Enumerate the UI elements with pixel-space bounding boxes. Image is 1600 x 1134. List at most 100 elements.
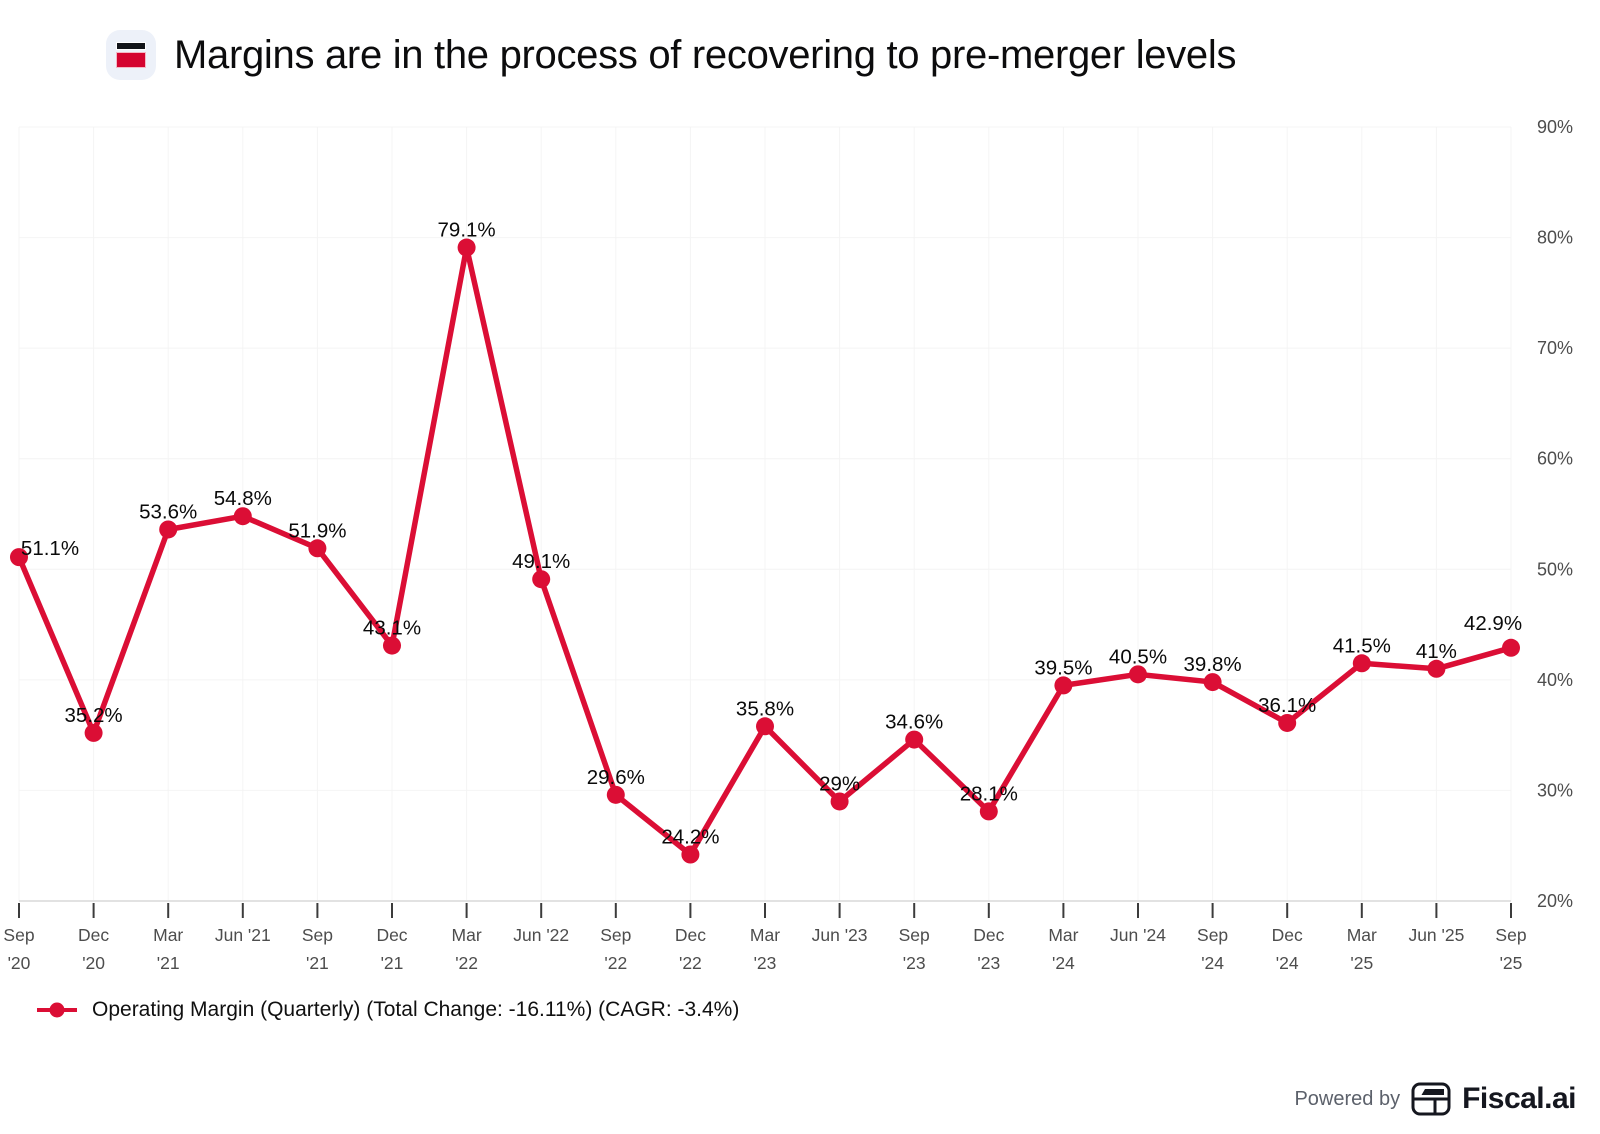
x-tick-label: Dec [376, 925, 407, 945]
data-label: 54.8% [214, 487, 272, 510]
powered-by-footer: Powered by Fiscal.ai [1294, 1082, 1576, 1116]
x-tick-label: Jun '25 [1408, 925, 1464, 945]
data-label: 40.5% [1109, 645, 1167, 668]
x-tick-label: Jun '21 [215, 925, 271, 945]
x-tick-label-year: '23 [754, 953, 777, 973]
data-label: 28.1% [960, 782, 1018, 805]
data-point-sep--25[interactable] [1502, 638, 1520, 657]
data-point-jun--24[interactable] [1129, 665, 1147, 684]
data-label: 39.8% [1184, 653, 1242, 676]
x-tick-label: Sep [302, 925, 333, 945]
data-label: 35.2% [65, 704, 123, 727]
y-tick-label: 20% [1537, 891, 1573, 911]
legend-line-marker-icon [37, 1002, 77, 1018]
x-tick-label-year: '20 [82, 953, 105, 973]
data-point-dec--21[interactable] [383, 636, 401, 655]
x-tick-label: Jun '22 [513, 925, 569, 945]
data-label: 42.9% [1464, 612, 1522, 635]
data-point-mar--21[interactable] [159, 520, 178, 539]
x-tick-label: Mar [750, 925, 780, 945]
x-tick-label-year: '22 [455, 953, 478, 973]
data-label: 35.8% [736, 697, 794, 720]
data-point-dec--24[interactable] [1278, 713, 1297, 732]
brand-name: Fiscal.ai [1462, 1082, 1576, 1115]
page-title: Margins are in the process of recovering… [174, 32, 1237, 77]
x-tick-label-year: '25 [1350, 953, 1373, 973]
icon-dark-bar [116, 42, 146, 50]
x-tick-label: Sep [1197, 925, 1228, 945]
x-tick-label: Sep [899, 925, 930, 945]
x-tick-label-year: '22 [679, 953, 702, 973]
y-tick-label: 70% [1537, 338, 1573, 358]
table-chart-icon [106, 30, 156, 80]
x-tick-label: Mar [452, 925, 482, 945]
x-tick-label: Mar [153, 925, 183, 945]
x-tick-label-year: '22 [604, 953, 627, 973]
x-tick-label-year: '23 [977, 953, 1000, 973]
data-point-sep--23[interactable] [905, 730, 924, 749]
legend-label: Operating Margin (Quarterly) (Total Chan… [92, 998, 740, 1021]
data-point-sep--20[interactable] [10, 548, 28, 567]
data-label: 24.2% [661, 826, 719, 849]
data-point-dec--23[interactable] [979, 802, 998, 821]
x-tick-label: Dec [1272, 925, 1303, 945]
powered-by-text: Powered by [1294, 1087, 1401, 1110]
fiscal-ai-logo-icon [1411, 1082, 1451, 1116]
icon-red-bar [116, 52, 146, 68]
x-tick-label: Dec [973, 925, 1004, 945]
x-tick-label: Sep [600, 925, 631, 945]
x-tick-label-year: '21 [306, 953, 329, 973]
data-label: 79.1% [438, 219, 496, 242]
chart-header: Margins are in the process of recovering… [106, 30, 1236, 80]
data-label: 53.6% [139, 500, 197, 523]
x-tick-label-year: '21 [157, 953, 180, 973]
x-tick-label-year: '24 [1052, 953, 1075, 973]
y-tick-label: 30% [1537, 780, 1573, 800]
data-point-sep--21[interactable] [308, 539, 327, 558]
data-point-jun--25[interactable] [1427, 659, 1446, 678]
data-point-jun--22[interactable] [532, 570, 551, 589]
x-tick-label-year: '25 [1500, 953, 1523, 973]
x-tick-label: Sep [3, 925, 34, 945]
data-point-mar--23[interactable] [756, 717, 774, 736]
data-label: 51.1% [21, 537, 79, 560]
x-tick-label: Mar [1347, 925, 1377, 945]
data-point-mar--25[interactable] [1352, 654, 1371, 673]
data-point-jun--21[interactable] [233, 507, 252, 526]
data-point-sep--24[interactable] [1203, 673, 1222, 692]
data-point-mar--24[interactable] [1054, 676, 1073, 695]
x-tick-label-year: '21 [381, 953, 404, 973]
x-tick-label-year: '24 [1276, 953, 1299, 973]
data-label: 39.5% [1034, 656, 1092, 679]
data-label: 41.5% [1333, 634, 1391, 657]
data-label: 34.6% [885, 711, 943, 734]
data-label: 49.1% [512, 550, 570, 573]
operating-margin-line-chart: 20% 30% 40% 50% 60% 70% 80% 90% Sep '20 Dec '20 Mar '… [3, 117, 1573, 973]
x-tick-label: Mar [1048, 925, 1078, 945]
data-point-mar--22[interactable] [457, 238, 476, 257]
y-tick-label: 40% [1537, 670, 1573, 690]
x-tick-label-year: '20 [8, 953, 31, 973]
data-label: 36.1% [1258, 694, 1316, 717]
x-tick-label: Sep [1495, 925, 1526, 945]
data-point-dec--20[interactable] [84, 723, 103, 742]
data-label: 29.6% [587, 766, 645, 789]
data-label: 29% [819, 772, 860, 795]
x-tick-label: Jun '23 [812, 925, 868, 945]
y-tick-label: 50% [1537, 559, 1573, 579]
y-tick-label: 90% [1537, 117, 1573, 137]
x-tick-label: Dec [78, 925, 109, 945]
data-label: 41% [1416, 640, 1457, 663]
x-tick-label-year: '23 [903, 953, 926, 973]
x-tick-label-year: '24 [1201, 953, 1224, 973]
x-tick-label: Jun '24 [1110, 925, 1166, 945]
data-point-dec--22[interactable] [681, 845, 700, 864]
y-tick-label: 80% [1537, 228, 1573, 248]
data-label: 43.1% [363, 617, 421, 640]
chart-legend[interactable]: Operating Margin (Quarterly) (Total Chan… [34, 998, 739, 1022]
data-label: 51.9% [288, 519, 346, 542]
data-point-sep--22[interactable] [606, 785, 625, 804]
y-tick-label: 60% [1537, 449, 1573, 469]
data-point-jun--23[interactable] [830, 792, 849, 811]
